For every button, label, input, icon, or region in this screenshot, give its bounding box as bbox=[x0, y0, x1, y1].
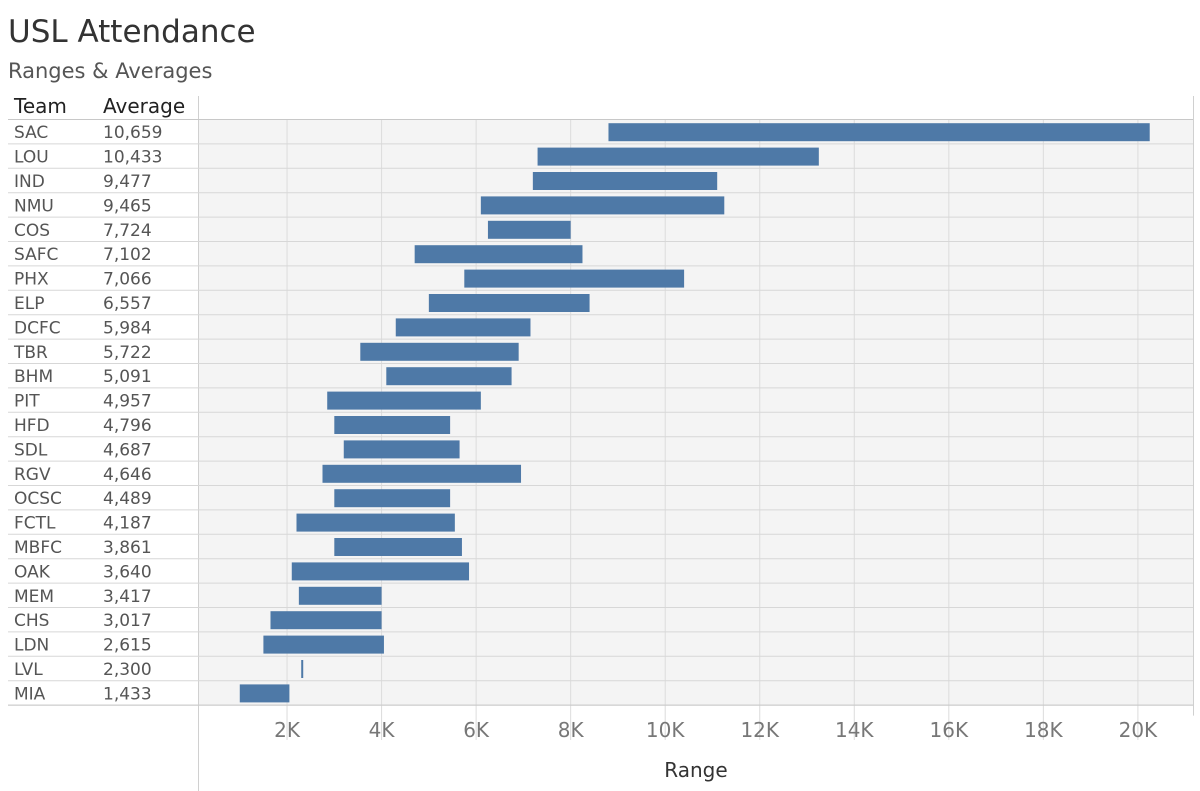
team-label: SAFC bbox=[14, 245, 58, 265]
team-label: OCSC bbox=[14, 489, 62, 509]
team-label: LVL bbox=[14, 660, 43, 680]
range-bars bbox=[239, 123, 1150, 703]
x-axis: 2K 4K 6K 8K 10K 12K 14K 16K 18K 20K Range bbox=[274, 718, 1158, 782]
range-bar-chs bbox=[270, 611, 382, 630]
range-bar-ldn bbox=[263, 635, 384, 654]
team-label: MIA bbox=[14, 684, 46, 704]
average-value: 1,433 bbox=[103, 684, 152, 704]
range-bar-phx bbox=[464, 269, 685, 288]
range-bar-pit bbox=[327, 391, 481, 410]
x-tick-label: 10K bbox=[646, 718, 685, 742]
range-bar-bhm bbox=[386, 367, 512, 386]
team-column-header: Team bbox=[14, 94, 67, 118]
team-label: NMU bbox=[14, 196, 54, 216]
team-label: HFD bbox=[14, 416, 50, 436]
average-value: 3,640 bbox=[103, 562, 152, 582]
x-tick-label: 2K bbox=[274, 718, 301, 742]
team-label: PHX bbox=[14, 270, 49, 290]
average-value: 7,066 bbox=[103, 270, 152, 290]
team-label: SDL bbox=[14, 440, 48, 460]
average-value: 4,489 bbox=[103, 489, 152, 509]
average-value: 4,187 bbox=[103, 514, 152, 534]
range-bar-ind bbox=[532, 172, 718, 190]
range-bar-fctl bbox=[296, 513, 455, 532]
range-bar-mem bbox=[298, 586, 382, 605]
team-label: OAK bbox=[14, 562, 51, 582]
average-value: 7,724 bbox=[103, 221, 152, 241]
team-label: PIT bbox=[14, 392, 40, 412]
row-separators bbox=[8, 96, 1194, 791]
x-tick-label: 6K bbox=[463, 718, 490, 742]
range-bar-lvl bbox=[301, 660, 304, 678]
chart-title: USL Attendance bbox=[8, 14, 256, 50]
team-label: LDN bbox=[14, 636, 49, 656]
x-tick-label: 4K bbox=[369, 718, 396, 742]
average-value: 2,615 bbox=[103, 636, 152, 656]
team-label: ELP bbox=[14, 294, 44, 314]
x-axis-title: Range bbox=[664, 758, 727, 782]
average-value: 4,646 bbox=[103, 465, 152, 485]
row-labels: SAC 10,659 LOU 10,433 IND 9,477 NMU 9,465 COS 7,7… bbox=[13, 123, 162, 704]
average-value: 4,957 bbox=[103, 392, 152, 412]
range-bar-cos bbox=[487, 220, 571, 239]
x-tick-label: 18K bbox=[1024, 718, 1063, 742]
range-bar-nmu bbox=[480, 196, 725, 215]
team-label: TBR bbox=[13, 343, 48, 363]
range-bar-safc bbox=[414, 245, 583, 264]
average-value: 3,861 bbox=[103, 538, 152, 558]
average-value: 9,465 bbox=[103, 196, 152, 216]
average-value: 10,433 bbox=[103, 148, 162, 168]
chart-subtitle: Ranges & Averages bbox=[8, 59, 213, 83]
range-bar-mbfc bbox=[334, 538, 462, 556]
range-bar-sdl bbox=[343, 440, 460, 459]
range-bar-sac bbox=[608, 123, 1150, 142]
team-label: SAC bbox=[14, 123, 48, 143]
team-label: FCTL bbox=[14, 514, 56, 534]
range-bar-rgv bbox=[322, 464, 522, 483]
average-value: 5,984 bbox=[103, 318, 152, 338]
average-value: 2,300 bbox=[103, 660, 152, 680]
average-value: 4,687 bbox=[103, 440, 152, 460]
average-value: 4,796 bbox=[103, 416, 152, 436]
x-tick-label: 16K bbox=[930, 718, 969, 742]
average-value: 7,102 bbox=[103, 245, 152, 265]
average-value: 9,477 bbox=[103, 172, 152, 192]
x-tick-label: 12K bbox=[740, 718, 779, 742]
team-label: RGV bbox=[14, 465, 51, 485]
x-tick-label: 20K bbox=[1119, 718, 1158, 742]
range-bar-ocsc bbox=[334, 489, 451, 508]
team-label: MEM bbox=[14, 587, 54, 607]
range-bar-tbr bbox=[360, 342, 519, 361]
team-label: COS bbox=[14, 221, 50, 241]
average-value: 10,659 bbox=[103, 123, 162, 143]
team-label: LOU bbox=[14, 148, 49, 168]
team-label: IND bbox=[14, 172, 45, 192]
x-tick-label: 8K bbox=[558, 718, 585, 742]
average-value: 3,417 bbox=[103, 587, 152, 607]
range-bar-dcfc bbox=[395, 318, 531, 337]
range-bar-elp bbox=[428, 294, 590, 312]
team-label: BHM bbox=[14, 367, 53, 387]
team-label: DCFC bbox=[14, 318, 61, 338]
range-bar-lou bbox=[537, 147, 819, 166]
x-tick-label: 14K bbox=[835, 718, 874, 742]
average-value: 5,722 bbox=[103, 343, 152, 363]
average-column-header: Average bbox=[103, 94, 186, 118]
average-value: 5,091 bbox=[103, 367, 152, 387]
average-value: 6,557 bbox=[103, 294, 152, 314]
team-label: CHS bbox=[14, 611, 49, 631]
range-bar-hfd bbox=[334, 416, 451, 434]
team-label: MBFC bbox=[14, 538, 62, 558]
range-bar-mia bbox=[239, 684, 290, 703]
average-value: 3,017 bbox=[103, 611, 152, 631]
range-bar-oak bbox=[291, 562, 470, 581]
